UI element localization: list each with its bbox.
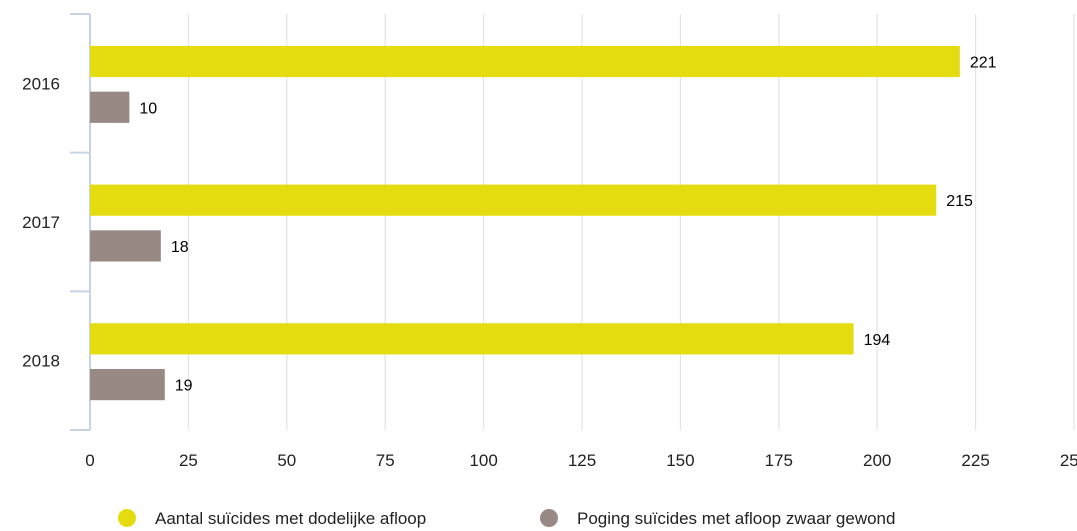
bar-2017-series-0 — [90, 184, 937, 216]
data-label-2017-series-1: 18 — [171, 239, 189, 256]
x-tick-label-75: 75 — [376, 451, 395, 470]
legend-marker-attempts — [540, 509, 558, 527]
y-axis — [70, 13, 91, 431]
data-label-2016-series-1: 10 — [139, 100, 157, 117]
data-label-2018-series-1: 19 — [175, 378, 193, 395]
x-tick-label-125: 125 — [568, 451, 596, 470]
legend-label-deaths: Aantal suïcides met dodelijke afloop — [155, 509, 426, 528]
x-tick-label-100: 100 — [469, 451, 497, 470]
data-label-2018-series-0: 194 — [864, 332, 891, 349]
bar-2016-series-1 — [90, 91, 130, 123]
y-tick-label-2018: 2018 — [22, 352, 60, 371]
x-tick-label-225: 225 — [961, 451, 989, 470]
bars — [90, 45, 960, 401]
gridlines — [187, 14, 1075, 430]
x-tick-label-175: 175 — [765, 451, 793, 470]
bar-2018-series-0 — [90, 323, 854, 355]
bar-2016-series-0 — [90, 45, 960, 78]
y-tick-labels: 2016 2017 2018 — [22, 74, 60, 370]
legend-label-attempts: Poging suïcides met afloop zwaar gewond — [577, 509, 895, 528]
data-labels: 221 10 215 18 194 19 — [139, 54, 996, 394]
y-tick-label-2017: 2017 — [22, 213, 60, 232]
y-tick-label-2016: 2016 — [22, 74, 60, 93]
x-tick-label-250: 250 — [1060, 451, 1077, 470]
x-tick-labels: 0 25 50 75 100 125 150 175 200 225 250 — [85, 451, 1077, 470]
x-tick-label-200: 200 — [863, 451, 891, 470]
legend: Aantal suïcides met dodelijke afloop Pog… — [118, 509, 895, 528]
data-label-2017-series-0: 215 — [946, 193, 973, 210]
data-label-2016-series-0: 221 — [970, 54, 997, 71]
legend-marker-deaths — [118, 509, 136, 527]
bar-2018-series-1 — [90, 368, 165, 401]
x-tick-label-0: 0 — [85, 451, 94, 470]
bar-2017-series-1 — [90, 230, 161, 262]
x-tick-label-150: 150 — [666, 451, 694, 470]
x-tick-label-50: 50 — [277, 451, 296, 470]
x-tick-label-25: 25 — [179, 451, 198, 470]
